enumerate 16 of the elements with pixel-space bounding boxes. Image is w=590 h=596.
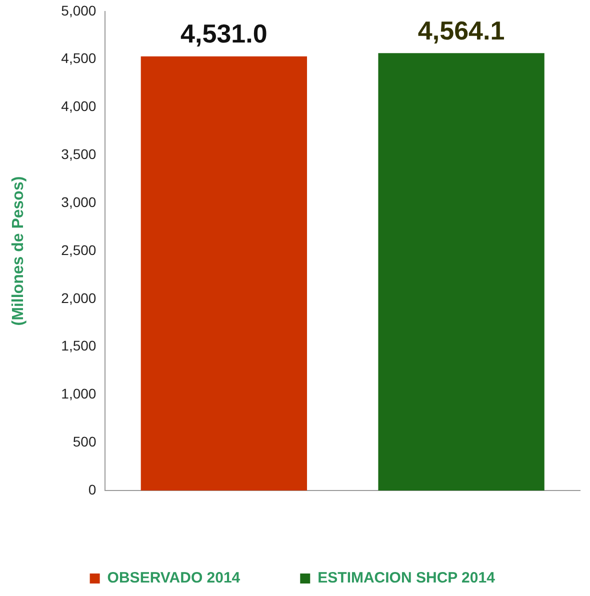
y-tick-label: 3,000 (61, 194, 96, 210)
y-tick-label: 0 (88, 481, 96, 498)
y-tick-label: 1,500 (61, 338, 96, 354)
y-tick-label: 3,500 (61, 146, 96, 162)
y-tick-label: 2,500 (61, 242, 96, 258)
data-label: 4,564.1 (418, 15, 505, 46)
y-tick-label: 1,000 (61, 386, 96, 402)
y-tick-label: 5,000 (61, 2, 96, 18)
y-tick-label: 4,000 (61, 98, 96, 114)
y-tick-label: 2,000 (61, 290, 96, 306)
y-axis-title: (Millones de Pesos) (10, 176, 28, 326)
y-tick-label: 4,500 (61, 50, 96, 66)
legend-label: ESTIMACION SHCP 2014 (318, 570, 496, 587)
y-tick-label: 500 (72, 434, 96, 450)
legend-label: OBSERVADO 2014 (107, 570, 241, 587)
data-label: 4,531.0 (180, 18, 268, 49)
